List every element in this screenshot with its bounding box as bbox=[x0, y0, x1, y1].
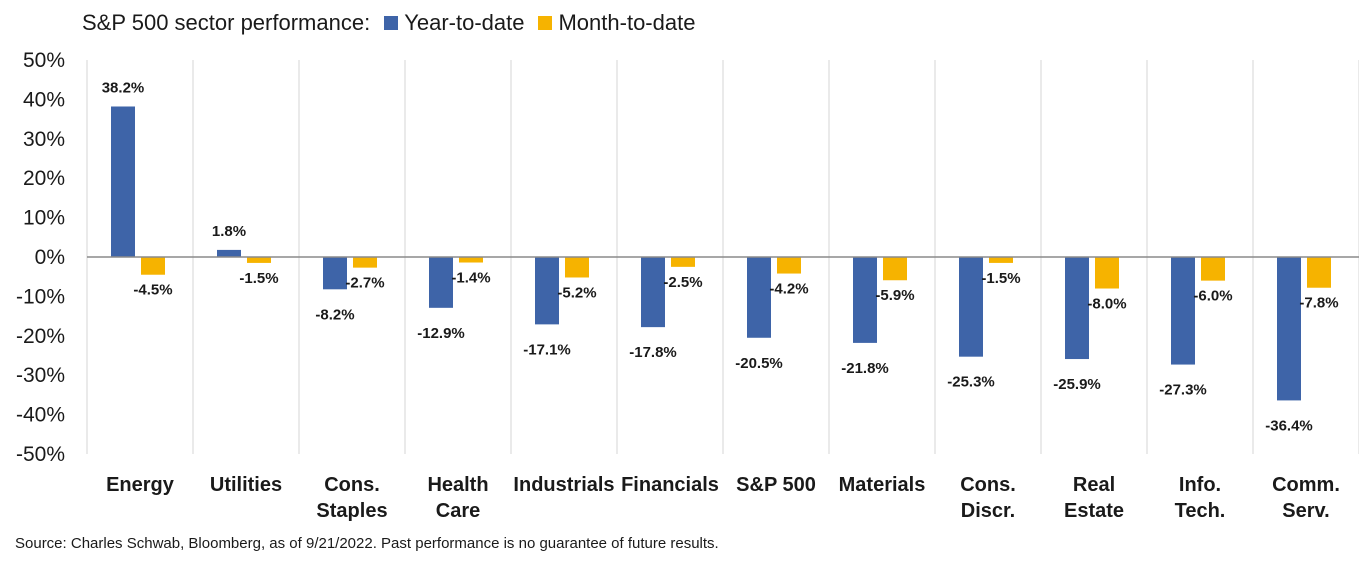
data-label-ytd: -21.8% bbox=[841, 360, 889, 377]
x-category-label: Industrials bbox=[513, 474, 614, 496]
legend-label-ytd: Year-to-date bbox=[404, 10, 525, 35]
data-label-ytd: -25.3% bbox=[947, 374, 995, 391]
bar-ytd bbox=[1065, 257, 1089, 360]
y-tick-label: -20% bbox=[16, 325, 65, 348]
y-tick-label: 50% bbox=[23, 49, 65, 72]
bar-mtd bbox=[671, 257, 695, 267]
y-tick-label: 10% bbox=[23, 207, 65, 230]
y-tick-label: -50% bbox=[16, 443, 65, 466]
bar-mtd bbox=[1307, 257, 1331, 288]
bar-ytd bbox=[747, 257, 771, 338]
x-category-label: Financials bbox=[621, 474, 719, 496]
bar-mtd bbox=[989, 257, 1013, 263]
x-category-label: Info. bbox=[1179, 474, 1221, 496]
bar-mtd bbox=[247, 257, 271, 263]
bar-ytd bbox=[429, 257, 453, 308]
bar-ytd bbox=[1277, 257, 1301, 401]
data-label-ytd: 1.8% bbox=[212, 223, 246, 240]
y-tick-label: -40% bbox=[16, 404, 65, 427]
bar-ytd bbox=[111, 106, 135, 257]
bar-ytd bbox=[959, 257, 983, 357]
data-label-mtd: -1.4% bbox=[451, 270, 490, 287]
data-label-mtd: -2.5% bbox=[663, 274, 702, 291]
y-tick-label: -30% bbox=[16, 364, 65, 387]
y-tick-label: 0% bbox=[35, 246, 65, 269]
data-label-mtd: -4.5% bbox=[133, 282, 172, 299]
data-label-mtd: -1.5% bbox=[981, 270, 1020, 287]
source-note: Source: Charles Schwab, Bloomberg, as of… bbox=[15, 535, 719, 552]
x-category-label: Discr. bbox=[961, 500, 1015, 522]
data-label-ytd: -17.1% bbox=[523, 341, 571, 358]
bar-mtd bbox=[883, 257, 907, 281]
legend-label-mtd: Month-to-date bbox=[558, 10, 696, 35]
bar-ytd bbox=[853, 257, 877, 343]
data-label-mtd: -8.0% bbox=[1087, 296, 1126, 313]
bar-mtd bbox=[141, 257, 165, 275]
x-category-label: Cons. bbox=[960, 474, 1016, 496]
bar-mtd bbox=[565, 257, 589, 278]
bar-mtd bbox=[1201, 257, 1225, 281]
data-label-ytd: -27.3% bbox=[1159, 382, 1207, 399]
x-category-label: S&P 500 bbox=[736, 474, 816, 496]
legend-item-mtd: Month-to-date bbox=[538, 10, 695, 36]
data-label-ytd: -12.9% bbox=[417, 325, 465, 342]
x-category-label: Estate bbox=[1064, 500, 1124, 522]
data-label-ytd: -20.5% bbox=[735, 355, 783, 372]
bar-chart: 50% 40% 30% 20% 10% 0% -10% -20% -30% -40% -50% 38.… bbox=[16, 49, 1359, 522]
bar-mtd bbox=[459, 257, 483, 263]
data-label-mtd: -5.9% bbox=[875, 287, 914, 304]
data-label-ytd: -17.8% bbox=[629, 344, 677, 361]
bar-ytd bbox=[641, 257, 665, 328]
chart-title: S&P 500 sector performance: bbox=[82, 10, 371, 35]
data-label-mtd: -5.2% bbox=[557, 284, 596, 301]
y-tick-label: 40% bbox=[23, 88, 65, 111]
bar-ytd bbox=[535, 257, 559, 325]
x-category-label: Cons. bbox=[324, 474, 380, 496]
x-category-label: Serv. bbox=[1282, 500, 1329, 522]
data-label-mtd: -1.5% bbox=[239, 270, 278, 287]
data-label-mtd: -7.8% bbox=[1299, 295, 1338, 312]
bar-mtd bbox=[1095, 257, 1119, 289]
data-label-ytd: 38.2% bbox=[102, 79, 145, 96]
y-tick-label: 20% bbox=[23, 167, 65, 190]
x-category-label: Health bbox=[427, 474, 488, 496]
legend-swatch-mtd bbox=[538, 16, 553, 30]
x-category-label: Materials bbox=[839, 474, 926, 496]
bar-mtd bbox=[353, 257, 377, 268]
x-category-label: Utilities bbox=[210, 474, 282, 496]
data-label-mtd: -4.2% bbox=[769, 281, 808, 298]
data-label-ytd: -8.2% bbox=[315, 306, 354, 323]
chart-legend: S&P 500 sector performance: Year-to-date… bbox=[82, 8, 709, 38]
bar-mtd bbox=[777, 257, 801, 274]
y-tick-label: -10% bbox=[16, 285, 65, 308]
data-label-ytd: -25.9% bbox=[1053, 376, 1101, 393]
bar-ytd bbox=[217, 249, 241, 257]
data-label-ytd: -36.4% bbox=[1265, 417, 1313, 434]
x-category-label: Comm. bbox=[1272, 474, 1340, 496]
y-tick-label: 30% bbox=[23, 128, 65, 151]
data-label-mtd: -2.7% bbox=[345, 275, 384, 292]
data-label-mtd: -6.0% bbox=[1193, 288, 1232, 305]
legend-item-ytd: Year-to-date bbox=[384, 10, 524, 36]
x-category-label: Care bbox=[436, 500, 480, 522]
x-category-label: Staples bbox=[316, 500, 387, 522]
bar-ytd bbox=[1171, 257, 1195, 365]
x-category-label: Energy bbox=[106, 474, 175, 496]
x-category-label: Tech. bbox=[1175, 500, 1226, 522]
legend-swatch-ytd bbox=[384, 16, 399, 30]
bar-ytd bbox=[323, 257, 347, 290]
x-category-label: Real bbox=[1073, 474, 1115, 496]
